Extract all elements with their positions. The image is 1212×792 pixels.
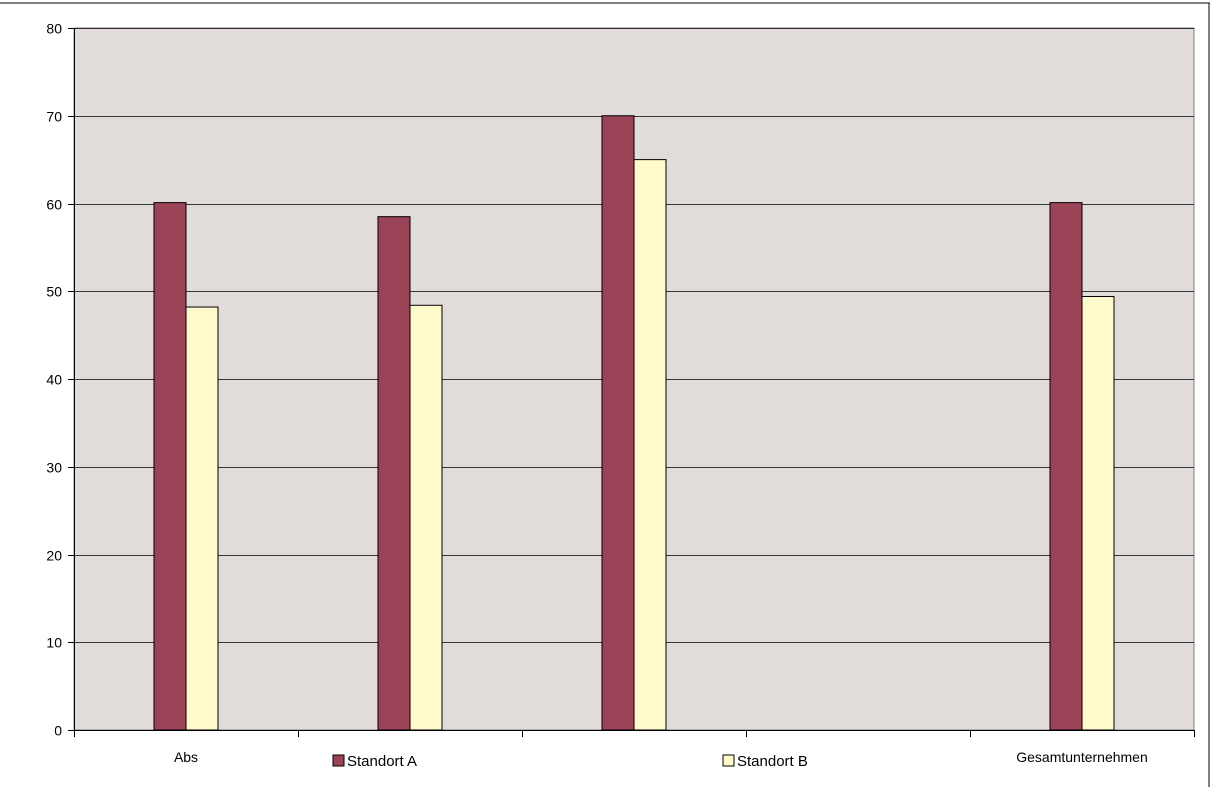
y-tick-label: 20 xyxy=(46,548,62,564)
bar-standort-a xyxy=(153,202,187,731)
x-category-label: Gesamtunternehmen xyxy=(1016,749,1148,765)
bar-standort-a xyxy=(601,115,635,731)
axis-labels: 0 10 20 30 40 50 60 70 80 Abs Gesamtunternehmen xyxy=(46,21,1147,766)
x-category-label: Abs xyxy=(174,749,198,765)
y-tick-label: 50 xyxy=(46,284,62,300)
y-tick-label: 10 xyxy=(46,635,62,651)
legend-label: Standort B xyxy=(737,753,808,770)
bar-standort-b xyxy=(633,159,667,731)
legend-item: Standort A xyxy=(332,753,417,770)
y-tick-label: 0 xyxy=(54,723,62,739)
y-tick-label: 80 xyxy=(46,21,62,37)
legend-item: Standort B xyxy=(722,753,808,770)
y-tick-label: 60 xyxy=(46,197,62,213)
y-tick-label: 70 xyxy=(46,109,62,125)
legend: Standort A Standort B xyxy=(332,753,808,770)
y-tick-label: 30 xyxy=(46,460,62,476)
bars xyxy=(153,115,1115,731)
legend-swatch xyxy=(332,754,345,767)
bar-standort-a xyxy=(377,216,411,731)
bar-standort-b xyxy=(409,304,443,731)
legend-swatch xyxy=(722,754,735,767)
bar-standort-a xyxy=(1049,202,1083,731)
legend-label: Standort A xyxy=(347,753,417,770)
bar-standort-b xyxy=(1081,296,1115,731)
y-tick-label: 40 xyxy=(46,372,62,388)
bar-standort-b xyxy=(185,306,219,731)
